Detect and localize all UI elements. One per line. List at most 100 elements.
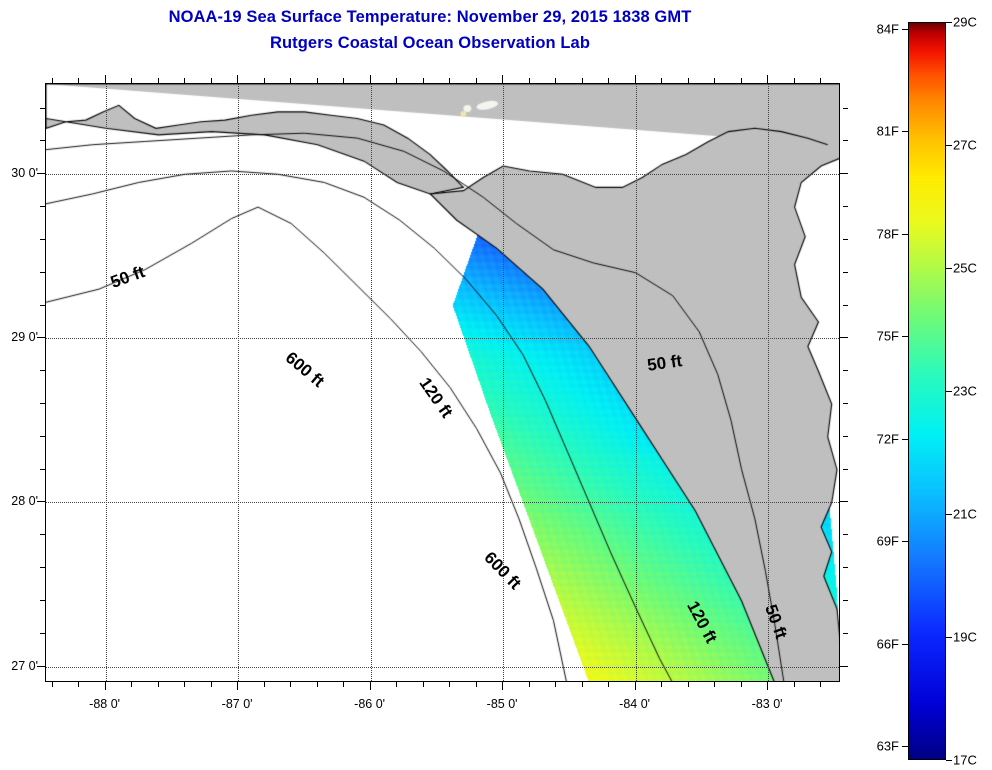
y-axis-tick-minor — [40, 599, 45, 601]
x-axis-tick-minor — [475, 682, 477, 687]
title-line-1: NOAA-19 Sea Surface Temperature: Novembe… — [168, 8, 692, 26]
colorbar-tick-celsius — [946, 268, 952, 269]
x-axis-tick-minor — [422, 682, 424, 687]
y-axis-tick-major — [37, 665, 45, 667]
x-axis-tick-minor — [581, 682, 583, 687]
y-axis-tick-minor — [40, 370, 45, 372]
y-axis-tick-major — [37, 173, 45, 175]
colorbar-tick-fahrenheit — [902, 643, 908, 645]
colorbar-tick-fahrenheit — [902, 541, 908, 543]
y-axis-label: 27 0' — [11, 658, 38, 673]
colorbar-tick-celsius — [946, 145, 952, 146]
y-axis-tick-right-minor — [843, 599, 848, 601]
colorbar-tick-fahrenheit — [902, 438, 908, 440]
colorbar-label-fahrenheit: 72F — [876, 431, 899, 447]
x-axis-tick-top-minor — [608, 78, 610, 83]
y-axis-label: 29 0' — [11, 330, 38, 345]
y-axis-label: 30 0' — [11, 166, 38, 181]
y-axis-tick-minor — [40, 567, 45, 569]
x-axis-tick-top-minor — [131, 78, 133, 83]
x-axis-tick-top-minor — [661, 78, 663, 83]
y-axis-tick-right-minor — [843, 271, 848, 273]
colorbar-label-fahrenheit: 81F — [876, 123, 899, 139]
x-axis-tick-minor — [661, 682, 663, 687]
x-axis-tick-top-minor — [343, 78, 345, 83]
x-axis-label: -85 0' — [486, 697, 518, 711]
colorbar-label-fahrenheit: 66F — [876, 636, 899, 652]
x-axis-tick-minor — [78, 682, 80, 687]
x-axis-tick-top-minor — [687, 78, 689, 83]
x-axis-tick-top-minor — [422, 78, 424, 83]
y-axis-tick-right-minor — [843, 304, 848, 306]
colorbar-label-celsius: 21C — [953, 506, 977, 522]
y-axis-tick-minor — [40, 468, 45, 470]
colorbar-tick-fahrenheit — [902, 336, 908, 338]
y-axis-tick-minor — [40, 304, 45, 306]
y-axis-tick-major — [37, 501, 45, 503]
x-axis-tick-minor — [184, 682, 186, 687]
x-axis-label: -83 0' — [751, 697, 783, 711]
y-axis-tick-right-minor — [843, 238, 848, 240]
x-axis-tick-top-minor — [157, 78, 159, 83]
colorbar-label-celsius: 25C — [953, 260, 977, 276]
x-axis-tick-top-minor — [210, 78, 212, 83]
colorbar-label-fahrenheit: 63F — [876, 738, 899, 754]
sst-map-plot[interactable]: 50 ft 600 ft 120 ft 50 ft 600 ft 120 ft 50 ft — [45, 83, 840, 682]
colorbar-label-celsius: 29C — [953, 14, 977, 30]
colorbar-tick-celsius — [946, 391, 952, 392]
colorbar-label-fahrenheit: 78F — [876, 226, 899, 242]
colorbar-container[interactable] — [908, 22, 946, 760]
x-axis-tick-minor — [51, 682, 53, 687]
chart-title-block: NOAA-19 Sea Surface Temperature: Novembe… — [0, 4, 860, 56]
x-axis-tick-top-minor — [184, 78, 186, 83]
y-axis-tick-right-minor — [843, 140, 848, 142]
colorbar-label-celsius: 19C — [953, 629, 977, 645]
colorbar-label-fahrenheit: 69F — [876, 533, 899, 549]
x-axis-tick-top-minor — [449, 78, 451, 83]
y-axis-tick-minor — [40, 534, 45, 536]
x-axis-tick-minor — [210, 682, 212, 687]
x-axis-tick-top — [237, 75, 239, 83]
x-axis-tick-minor — [157, 682, 159, 687]
x-axis-tick-top-minor — [581, 78, 583, 83]
x-axis-tick-top-minor — [475, 78, 477, 83]
x-axis-label: -88 0' — [89, 697, 121, 711]
colorbar-gradient — [908, 22, 946, 760]
x-axis-tick-minor — [793, 682, 795, 687]
x-axis-tick-major — [237, 682, 239, 690]
colorbar-tick-celsius — [946, 760, 952, 761]
x-axis-tick-major — [502, 682, 504, 690]
y-axis-tick-minor — [40, 435, 45, 437]
x-axis-tick-minor — [449, 682, 451, 687]
x-axis-tick-top-minor — [396, 78, 398, 83]
colorbar-label-fahrenheit: 75F — [876, 328, 899, 344]
colorbar-label-celsius: 23C — [953, 383, 977, 399]
x-axis-tick-minor — [290, 682, 292, 687]
colorbar-tick-fahrenheit — [902, 746, 908, 748]
x-axis-tick-major — [767, 682, 769, 690]
x-axis-tick-major — [369, 682, 371, 690]
x-axis-tick-major — [634, 682, 636, 690]
x-axis-tick-minor — [740, 682, 742, 687]
x-axis-label: -87 0' — [221, 697, 253, 711]
x-axis-tick-top — [634, 75, 636, 83]
colorbar-label-fahrenheit: 84F — [876, 21, 899, 37]
x-axis-tick-minor — [687, 682, 689, 687]
x-axis-tick-minor — [396, 682, 398, 687]
x-axis-tick-top-minor — [78, 78, 80, 83]
x-axis-tick-minor — [608, 682, 610, 687]
x-axis-label: -86 0' — [354, 697, 386, 711]
x-axis-tick-top-minor — [290, 78, 292, 83]
x-axis-tick-minor — [131, 682, 133, 687]
y-axis-label: 28 0' — [11, 494, 38, 509]
colorbar-tick-celsius — [946, 637, 952, 638]
colorbar-label-celsius: 17C — [953, 752, 977, 768]
y-axis-tick-right-minor — [843, 435, 848, 437]
x-axis-tick-top — [104, 75, 106, 83]
title-line-2: Rutgers Coastal Ocean Observation Lab — [269, 34, 591, 52]
x-axis-tick-top-minor — [793, 78, 795, 83]
colorbar-tick-celsius — [946, 514, 952, 515]
x-axis-tick-minor — [263, 682, 265, 687]
y-axis-tick-right-minor — [843, 468, 848, 470]
y-axis-tick-right-minor — [843, 403, 848, 404]
